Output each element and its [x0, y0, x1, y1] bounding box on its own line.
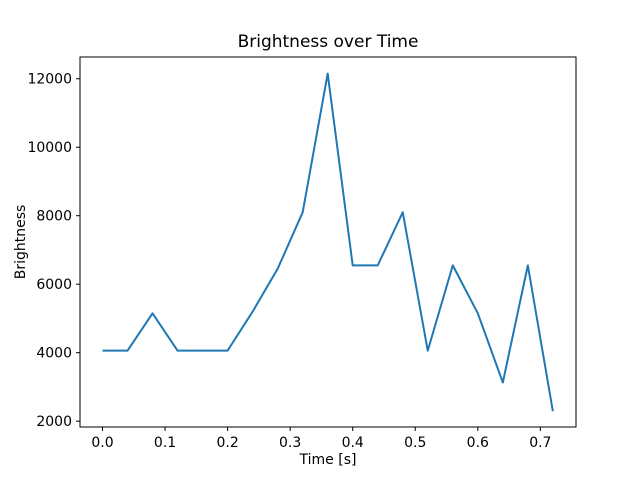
- x-tick-label: 0.7: [529, 435, 551, 451]
- y-tick-label: 2000: [36, 414, 72, 430]
- chart-title: Brightness over Time: [238, 32, 419, 52]
- x-tick-label: 0.5: [404, 435, 426, 451]
- x-axis-label: Time [s]: [299, 452, 357, 468]
- x-tick-label: 0.6: [467, 435, 489, 451]
- y-tick-label: 10000: [27, 140, 72, 156]
- x-tick-label: 0.0: [91, 435, 113, 451]
- y-tick-label: 6000: [36, 277, 72, 293]
- x-tick-label: 0.3: [279, 435, 301, 451]
- y-tick-label: 8000: [36, 209, 72, 225]
- data-line: [102, 72, 554, 412]
- y-tick-label: 12000: [27, 72, 72, 88]
- x-tick-label: 0.4: [342, 435, 364, 451]
- plot-border: [79, 56, 577, 428]
- x-tick-label: 0.1: [154, 435, 176, 451]
- x-tick-label: 0.2: [216, 435, 238, 451]
- y-axis-label: Brightness: [13, 205, 29, 280]
- y-tick-label: 4000: [36, 346, 72, 362]
